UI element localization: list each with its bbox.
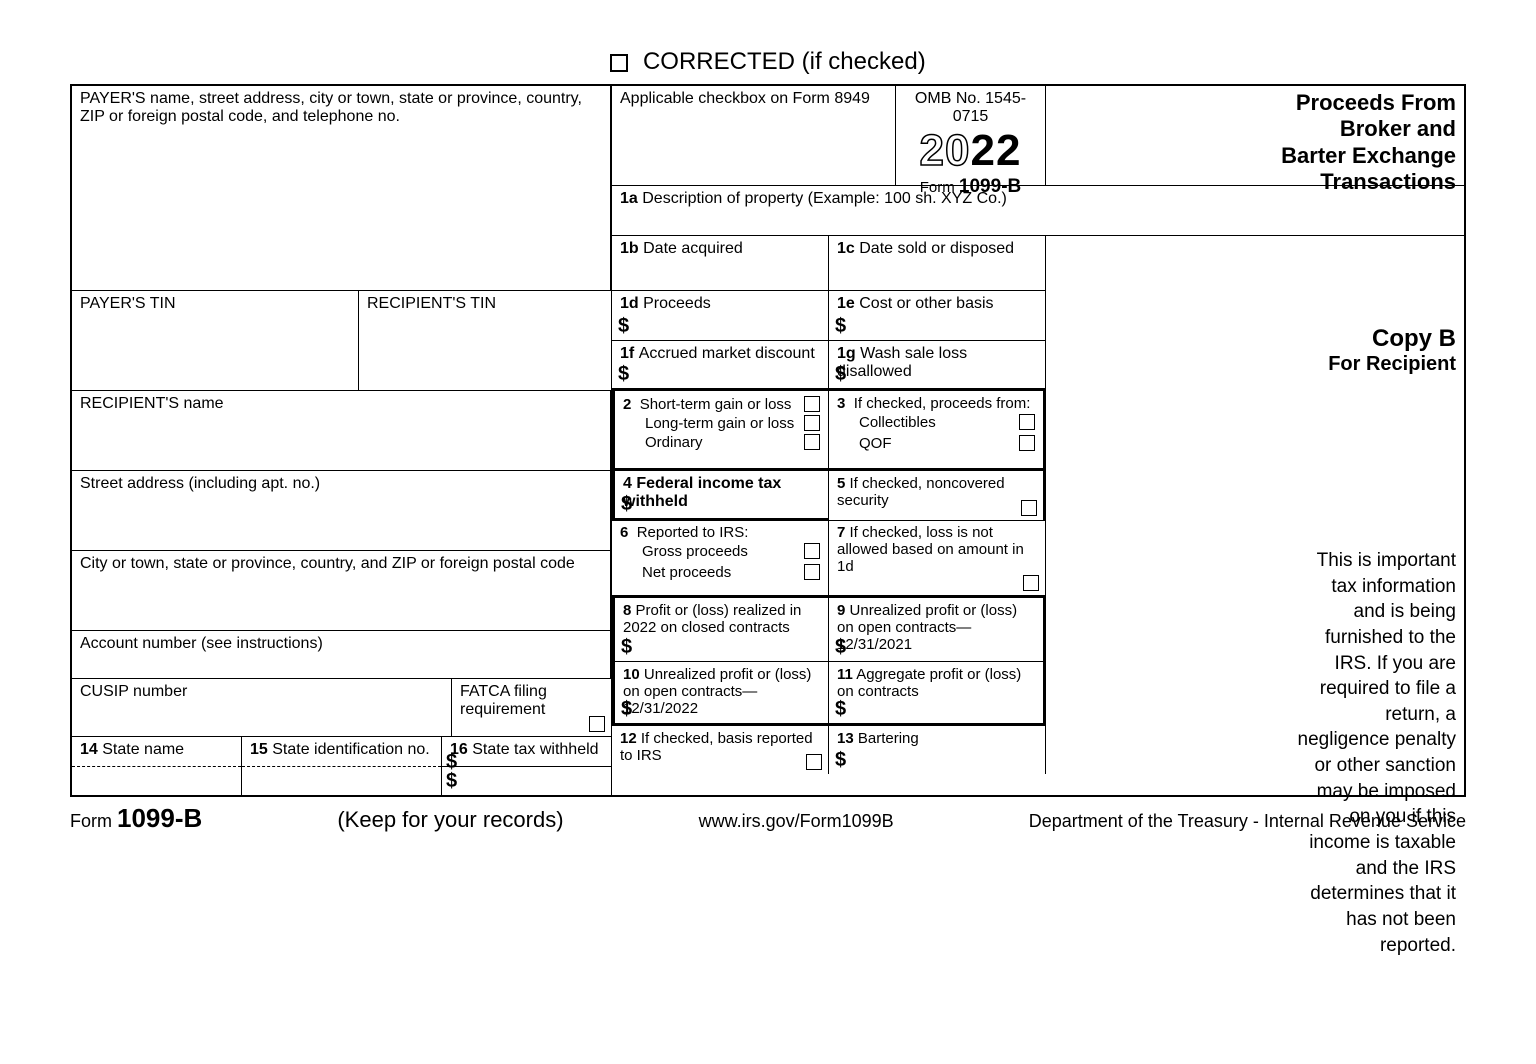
omb-label: OMB No. 1545-0715 [904, 90, 1037, 126]
fatca-checkbox[interactable] [589, 716, 605, 732]
corrected-label: CORRECTED (if checked) [643, 48, 926, 75]
box8: 8 Profit or (loss) realized in 2022 on c… [612, 598, 829, 662]
box2-ordinary-checkbox[interactable] [804, 434, 820, 450]
box7-checkbox[interactable] [1023, 575, 1039, 591]
payer-label: PAYER'S name, street address, city or to… [80, 90, 582, 125]
box1d: 1d Proceeds $ [612, 291, 829, 341]
recipient-name-box: RECIPIENT'S name [72, 391, 611, 471]
tax-year: 2022 [904, 126, 1037, 176]
fatca-box: FATCA filing requirement [452, 679, 611, 737]
recipient-tin-box: RECIPIENT'S TIN [359, 291, 611, 391]
payer-tin-box: PAYER'S TIN [72, 291, 359, 391]
box1c: 1c Date sold or disposed [829, 236, 1046, 291]
box1f: 1f Accrued market discount $ [612, 341, 829, 391]
box14: 14 State name [72, 737, 242, 795]
box11: 11 Aggregate profit or (loss) on contrac… [829, 662, 1046, 726]
box2-long-checkbox[interactable] [804, 415, 820, 431]
footer-url: www.irs.gov/Form1099B [699, 811, 894, 832]
copy-b-box: Copy B For Recipient [1288, 321, 1464, 380]
form-title-box: Proceeds From Broker and Barter Exchange… [1046, 86, 1464, 186]
box3-collectibles-checkbox[interactable] [1019, 414, 1035, 430]
applicable-checkbox-label: Applicable checkbox on Form 8949 [620, 90, 870, 107]
fatca-label: FATCA filing requirement [460, 683, 547, 718]
applicable-checkbox-box: Applicable checkbox on Form 8949 [612, 86, 896, 186]
notice-text: This is important tax information and is… [1298, 550, 1456, 956]
box10: 10 Unrealized profit or (loss) on open c… [612, 662, 829, 726]
payer-tin-label: PAYER'S TIN [80, 295, 176, 312]
copy-b-spacer [1046, 236, 1464, 291]
account-label: Account number (see instructions) [80, 635, 323, 652]
box13: 13 Bartering $ [829, 726, 1046, 774]
box15: 15 State identification no. [242, 737, 442, 795]
keep-records: (Keep for your records) [337, 807, 563, 833]
recipient-tin-label: RECIPIENT'S TIN [367, 295, 496, 312]
box12: 12 If checked, basis reported to IRS [612, 726, 829, 774]
box5-checkbox[interactable] [1021, 500, 1037, 516]
street-box: Street address (including apt. no.) [72, 471, 611, 551]
box9: 9 Unrealized profit or (loss) on open co… [829, 598, 1046, 662]
city-box: City or town, state or province, country… [72, 551, 611, 631]
box16: 16 State tax withheld $ $ [442, 737, 611, 795]
cusip-box: CUSIP number [72, 679, 452, 737]
box6-gross-checkbox[interactable] [804, 543, 820, 559]
box1g: 1g Wash sale loss disallowed $ [829, 341, 1046, 391]
box6-net-checkbox[interactable] [804, 564, 820, 580]
street-label: Street address (including apt. no.) [80, 475, 320, 492]
payer-info-box: PAYER'S name, street address, city or to… [72, 86, 611, 291]
box4: 4 Federal income tax withheld $ [612, 471, 829, 521]
footer-form-number: 1099-B [117, 803, 202, 833]
omb-year-box: OMB No. 1545-0715 2022 Form 1099-B [896, 86, 1046, 186]
box3-qof-checkbox[interactable] [1019, 435, 1035, 451]
box6: 6 Reported to IRS: Gross proceeds Net pr… [612, 520, 829, 598]
box2: 2 Short-term gain or loss Long-term gain… [612, 391, 829, 471]
box3: 3 If checked, proceeds from: Collectible… [829, 391, 1046, 471]
box1b: 1b Date acquired [612, 236, 829, 291]
box2-short-checkbox[interactable] [804, 396, 820, 412]
corrected-header: CORRECTED (if checked) [70, 40, 1466, 84]
box1e: 1e Cost or other basis $ [829, 291, 1046, 341]
city-label: City or town, state or province, country… [80, 555, 575, 572]
box5: 5 If checked, noncovered security [829, 471, 1046, 521]
box7: 7 If checked, loss is not allowed based … [829, 520, 1046, 598]
cusip-label: CUSIP number [80, 683, 187, 700]
notice-box: This is important tax information and is… [1288, 544, 1464, 962]
recipient-name-label: RECIPIENT'S name [80, 395, 224, 412]
form-footer: Form 1099-B (Keep for your records) www.… [70, 797, 1466, 840]
box12-checkbox[interactable] [806, 754, 822, 770]
corrected-checkbox[interactable] [610, 54, 628, 72]
account-box: Account number (see instructions) [72, 631, 611, 679]
form-1099b: PAYER'S name, street address, city or to… [70, 84, 1466, 797]
